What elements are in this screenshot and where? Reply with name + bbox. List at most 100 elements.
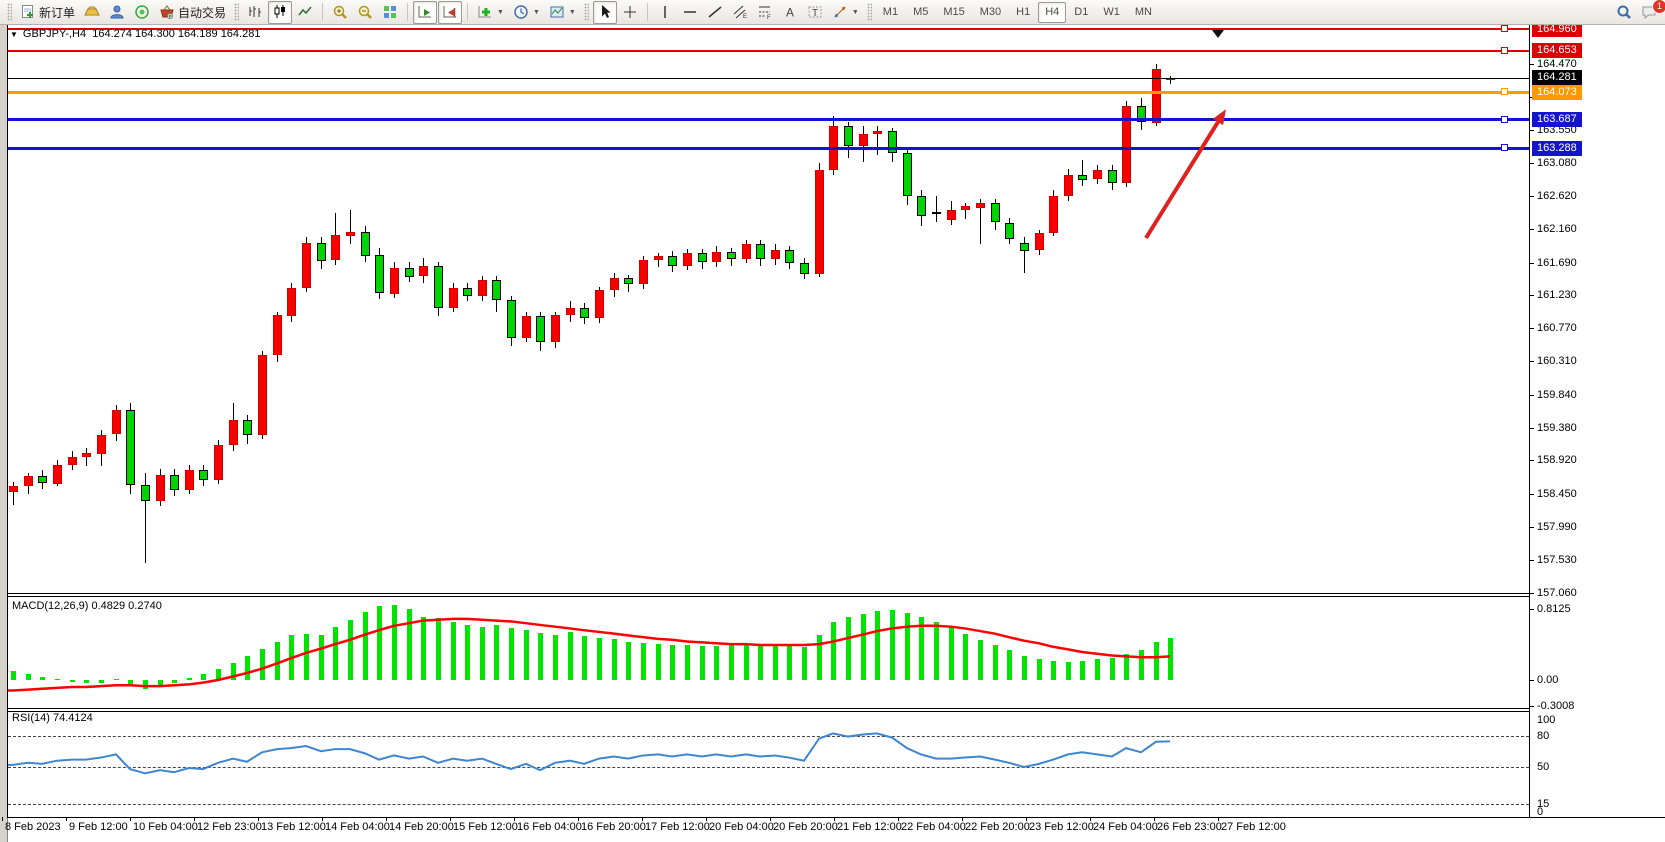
time-axis-label: 23 Feb 12:00: [1029, 821, 1094, 833]
pane-separator-2b[interactable]: [8, 711, 1529, 712]
rsi-axis-label: 100: [1537, 714, 1556, 726]
timeframe-d1[interactable]: D1: [1074, 6, 1089, 18]
zoom-in-icon: [332, 4, 348, 20]
time-axis-tick: [1218, 817, 1219, 821]
timeframe-m1[interactable]: M1: [882, 6, 899, 18]
tile-windows-button[interactable]: [378, 1, 402, 24]
market-broadcast-button[interactable]: [130, 1, 154, 24]
time-axis-label: 20 Feb 04:00: [709, 821, 774, 833]
toolbar-grip: [234, 3, 240, 21]
timeframe-h1[interactable]: H1: [1016, 6, 1031, 18]
vline-icon: [657, 4, 673, 20]
macd-histogram-bar: [802, 647, 807, 680]
time-axis-label: 17 Feb 12:00: [645, 821, 710, 833]
price-axis-label: 163.550: [1537, 124, 1577, 136]
time-axis-tick: [834, 817, 835, 821]
horizontal-line-object[interactable]: [8, 28, 1529, 30]
line-handle[interactable]: [1501, 116, 1508, 123]
macd-histogram-bar: [304, 634, 309, 680]
candle: [170, 475, 179, 490]
indicators-button[interactable]: ▼: [473, 1, 508, 24]
price-axis-label: 162.160: [1537, 223, 1577, 235]
macd-histogram-bar: [1110, 658, 1115, 680]
time-axis-label: 27 Feb 12:00: [1221, 821, 1286, 833]
radar-icon: [134, 4, 150, 20]
pane-separator-1b[interactable]: [8, 596, 1529, 597]
horizontal-line-object[interactable]: [8, 147, 1529, 150]
line-handle[interactable]: [1501, 47, 1508, 54]
new-order-button[interactable]: 新订单: [16, 1, 79, 24]
quote-header: ▼ GBPJPY-,H4 164.274 164.300 164.189 164.…: [10, 28, 260, 40]
timeframe-m5[interactable]: M5: [913, 6, 929, 18]
zoom-in-button[interactable]: [328, 1, 352, 24]
candle-wick: [350, 210, 351, 244]
equidistant-channel-tool-button[interactable]: E: [728, 1, 752, 24]
macd-histogram-bar: [700, 646, 705, 680]
candle: [595, 290, 604, 318]
candlestick-mode-button[interactable]: [268, 0, 293, 24]
macd-histogram-bar: [172, 680, 177, 683]
rsi-axis-label: 0: [1537, 806, 1544, 818]
down-triangle-marker[interactable]: [1212, 30, 1224, 38]
text-label-icon: T: [807, 4, 823, 20]
chevron-down-icon[interactable]: ▼: [497, 8, 504, 16]
macd-histogram-bar: [553, 635, 558, 680]
zoom-out-button[interactable]: [353, 1, 377, 24]
periods-button[interactable]: ▼: [509, 1, 544, 24]
text-label-tool-button[interactable]: T: [803, 1, 827, 24]
trendline-tool-button[interactable]: [703, 1, 727, 24]
fibonacci-tool-button[interactable]: F: [753, 1, 777, 24]
time-axis-label: 16 Feb 20:00: [581, 821, 646, 833]
auto-trading-button[interactable]: 自动交易: [155, 1, 230, 24]
templates-button[interactable]: ▼: [545, 1, 580, 24]
chevron-down-icon[interactable]: ▼: [851, 8, 859, 16]
line-handle[interactable]: [1501, 88, 1508, 95]
chart-shift-button[interactable]: [438, 0, 463, 24]
time-axis-tick: [1154, 817, 1155, 821]
chat-button[interactable]: 1: [1637, 0, 1665, 24]
cursor-tool-button[interactable]: [592, 0, 617, 24]
profiles-button[interactable]: [105, 1, 129, 24]
crosshair-tool-button[interactable]: [618, 1, 642, 24]
candle: [112, 410, 121, 434]
symbol-dropdown-icon[interactable]: ▼: [10, 30, 18, 39]
timeframe-m30[interactable]: M30: [979, 6, 1002, 18]
pane-separator-1a[interactable]: [8, 593, 1529, 594]
macd-histogram-bar: [1080, 661, 1085, 680]
price-line-label: 163.288: [1532, 141, 1582, 156]
pane-separator-2a[interactable]: [8, 708, 1529, 709]
bar-chart-mode-button[interactable]: [243, 1, 267, 24]
candle: [97, 435, 106, 454]
chart-bars-icon: [247, 4, 263, 20]
timeframe-m15[interactable]: M15: [943, 6, 965, 18]
horizontal-line-tool-button[interactable]: [678, 1, 702, 24]
horizontal-line-object[interactable]: [8, 91, 1529, 94]
candle: [229, 420, 238, 445]
arrows-tool-button[interactable]: ▼: [828, 1, 863, 24]
chevron-down-icon[interactable]: ▼: [568, 8, 576, 16]
time-axis-tick: [962, 817, 963, 821]
chevron-down-icon[interactable]: ▼: [532, 8, 540, 16]
toolbar: 新订单 自动交易 ▼ ▼ ▼ E F A T ▼ M1 M5 M15 M30 H1 H4 D1 W1 MN 1: [0, 0, 1665, 25]
timeframe-mn[interactable]: MN: [1134, 6, 1152, 18]
auto-scroll-button[interactable]: [413, 0, 438, 24]
timeframe-h4[interactable]: H4: [1038, 1, 1067, 23]
candle: [492, 280, 501, 300]
vertical-line-tool-button[interactable]: [653, 1, 677, 24]
search-button[interactable]: [1612, 1, 1636, 24]
arrow-object[interactable]: [1144, 120, 1220, 240]
candle: [302, 243, 311, 288]
line-handle[interactable]: [1501, 25, 1508, 32]
macd-histogram-bar: [480, 627, 485, 680]
horizontal-line-object[interactable]: [8, 118, 1529, 121]
macd-histogram-bar: [875, 611, 880, 680]
gold-charts-button[interactable]: [80, 1, 104, 24]
horizontal-line-object[interactable]: [8, 50, 1529, 52]
line-handle[interactable]: [1501, 144, 1508, 151]
line-chart-mode-button[interactable]: [293, 1, 317, 24]
text-tool-button[interactable]: A: [778, 1, 802, 24]
timeframe-w1[interactable]: W1: [1103, 6, 1120, 18]
time-axis-tick: [386, 817, 387, 821]
gold-icon: [84, 4, 100, 20]
